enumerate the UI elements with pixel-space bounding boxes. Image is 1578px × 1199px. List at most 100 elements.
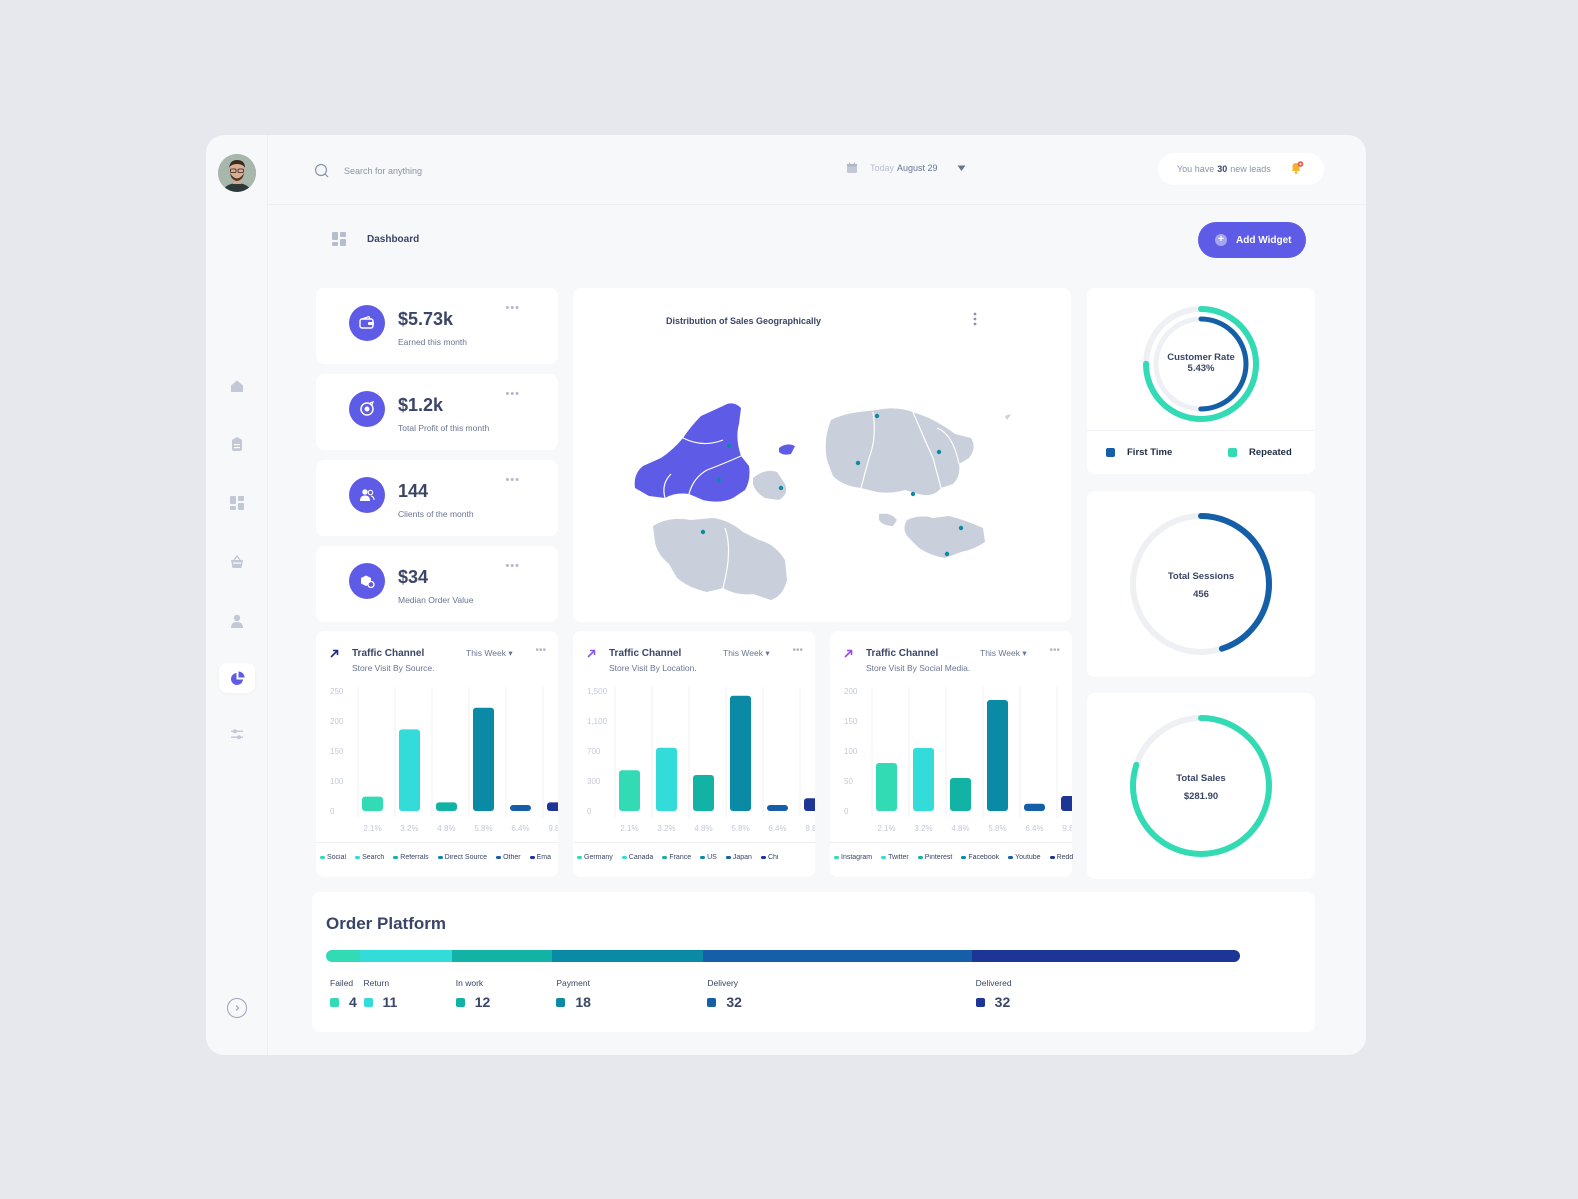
legend-item: France <box>662 854 691 861</box>
x-tick-label: 3.2% <box>400 824 418 833</box>
chart-legend: Instagram Twitter Pinterest Facebook Youtube… <box>834 854 1082 861</box>
customer-rate-card: Customer Rate 5.43% First Time Repeated <box>1087 288 1315 474</box>
order-platform-title: Order Platform <box>326 914 446 933</box>
order-segment-count: 11 <box>382 994 398 1010</box>
home-icon <box>231 380 243 392</box>
more-options-icon[interactable]: ••• <box>1049 645 1060 656</box>
total-sales-ring <box>1130 715 1272 857</box>
chart-bar[interactable] <box>950 778 971 811</box>
more-options-icon[interactable]: ••• <box>505 474 520 486</box>
chart-bar[interactable] <box>547 802 558 811</box>
y-tick-label: 0 <box>330 807 335 816</box>
kebab-menu-icon[interactable] <box>973 312 977 326</box>
chart-bar[interactable] <box>804 798 815 811</box>
stat-card-profit[interactable]: $1.2k Total Profit of this month ••• <box>316 374 558 450</box>
more-options-icon[interactable]: ••• <box>505 388 520 400</box>
plus-icon: + <box>1215 234 1227 246</box>
chart-bar[interactable] <box>876 763 897 811</box>
bell-icon[interactable] <box>1290 161 1304 175</box>
map-title: Distribution of Sales Geographically <box>666 316 822 326</box>
date-value: August 29 <box>897 163 938 173</box>
period-dropdown[interactable]: This Week ▾ <box>466 648 513 659</box>
leads-notification[interactable]: You have 30 new leads <box>1158 153 1324 185</box>
chart-bar[interactable] <box>510 805 531 811</box>
chart-bar[interactable] <box>1024 803 1045 811</box>
caret-down-icon[interactable] <box>957 165 966 172</box>
avatar[interactable] <box>218 154 256 192</box>
chart-bar[interactable] <box>399 729 420 811</box>
y-tick-label: 0 <box>587 807 592 816</box>
legend-label: Instagram <box>841 854 873 861</box>
order-segment-swatch <box>707 997 717 1007</box>
order-segment[interactable] <box>359 950 452 962</box>
chart-bar[interactable] <box>730 695 751 811</box>
sidebar-item-users[interactable] <box>219 606 255 636</box>
sidebar-item-settings[interactable] <box>219 719 255 749</box>
sidebar-item-grid[interactable] <box>219 488 255 518</box>
order-segment-swatch <box>330 997 339 1007</box>
chart-bar[interactable] <box>767 805 788 811</box>
legend-item: Social <box>320 854 346 861</box>
legend-item: US <box>700 854 717 861</box>
chart-bar[interactable] <box>362 796 383 811</box>
add-widget-button[interactable]: + Add Widget <box>1198 222 1306 258</box>
chart-bar[interactable] <box>913 748 934 811</box>
chart-bar[interactable] <box>693 775 714 811</box>
search-box[interactable]: Search for anything <box>306 150 656 192</box>
stat-value: $34 <box>398 567 429 587</box>
order-segment[interactable] <box>552 950 704 962</box>
order-segment[interactable] <box>703 950 972 962</box>
legend-label: France <box>669 854 692 861</box>
order-segment[interactable] <box>326 950 360 962</box>
period-dropdown[interactable]: This Week ▾ <box>723 648 770 659</box>
sidebar-item-analytics[interactable] <box>219 663 255 693</box>
chart-bar[interactable] <box>987 700 1008 811</box>
legend-item: Redd <box>1049 854 1073 861</box>
date-picker[interactable]: Today August 29 <box>846 162 966 174</box>
chart-legend: Social Search Referrals Direct Source Other E… <box>320 854 560 861</box>
x-tick-label: 2.1% <box>620 824 638 833</box>
total-sales-card: Total Sales $281.90 <box>1087 693 1315 879</box>
x-tick-label: 2.1% <box>363 824 381 833</box>
legend-label: Ema <box>536 854 551 861</box>
period-dropdown[interactable]: This Week ▾ <box>980 648 1027 659</box>
chart-bar[interactable] <box>656 747 677 811</box>
stat-label: Earned this month <box>398 337 467 347</box>
more-options-icon[interactable]: ••• <box>535 645 546 656</box>
more-options-icon[interactable]: ••• <box>505 302 520 314</box>
chart-bar[interactable] <box>473 707 494 811</box>
period-label: This Week <box>466 648 506 658</box>
chart-bar[interactable] <box>1061 796 1072 811</box>
leads-suffix: new leads <box>1230 164 1271 174</box>
caret-down-icon: ▾ <box>508 648 513 658</box>
customer-rate-label: Customer Rate 5.43% <box>1139 352 1263 374</box>
chart-bar[interactable] <box>619 770 640 811</box>
page-title: Dashboard <box>367 234 420 245</box>
trend-arrow-icon <box>844 649 853 658</box>
sidebar-item-tasks[interactable] <box>219 429 255 459</box>
stat-card-earned[interactable]: $5.73k Earned this month ••• <box>316 288 558 364</box>
order-platform-card: Order Platform Failed 4 Return 11 In work 12 P… <box>312 892 1315 1032</box>
chart-bar[interactable] <box>436 802 457 811</box>
order-segment-value: 32 <box>707 994 742 1010</box>
legend-swatch <box>529 856 535 859</box>
stat-card-clients[interactable]: 144 Clients of the month ••• <box>316 460 558 536</box>
sales-map[interactable] <box>573 288 1071 622</box>
map-region-highlighted <box>634 403 795 502</box>
legend-swatch <box>760 856 766 859</box>
more-options-icon[interactable]: ••• <box>792 645 803 656</box>
bar-chart-source: 250 200 150 100 0 2.1% 3.2% 4.8% 5.8% 6.4% 9.8% <box>330 687 558 833</box>
stat-card-order-value[interactable]: $34 Median Order Value ••• <box>316 546 558 622</box>
legend-label: Pinterest <box>924 854 953 861</box>
expand-sidebar-button[interactable] <box>227 998 247 1018</box>
search-input[interactable]: Search for anything <box>344 166 423 176</box>
order-segment[interactable] <box>451 950 553 962</box>
map-borders <box>663 411 960 589</box>
more-options-icon[interactable]: ••• <box>505 560 520 572</box>
total-sessions-title: Total Sessions <box>1167 571 1235 582</box>
legend-swatch <box>437 856 443 859</box>
sidebar-item-shop[interactable] <box>219 547 255 577</box>
sidebar-item-home[interactable] <box>219 371 255 401</box>
trend-arrow-icon <box>587 649 596 658</box>
order-segment[interactable] <box>971 950 1240 962</box>
